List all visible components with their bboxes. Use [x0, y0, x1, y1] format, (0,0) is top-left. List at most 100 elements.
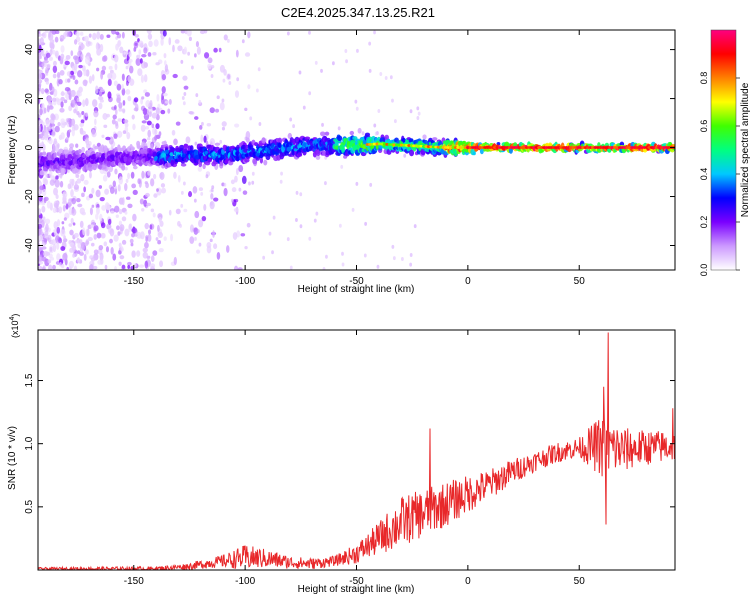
spectrogram-cell [145, 182, 149, 189]
spectrogram-cell [133, 107, 139, 112]
spectrogram-cell [232, 232, 238, 240]
spectrogram-cell [189, 145, 194, 152]
snr-x-label: Height of straight line (km) [298, 584, 415, 595]
colorbar-gradient [711, 30, 736, 270]
spectrogram-cell [44, 30, 49, 34]
spectrogram-cell [127, 203, 133, 209]
spectrogram-cell [64, 91, 68, 99]
spectrogram-cell [154, 134, 158, 141]
spectrogram-cell [76, 250, 81, 254]
spectrogram-cell [83, 179, 89, 185]
spectrogram-cell [119, 224, 125, 232]
spectrogram-cell [38, 127, 41, 134]
spectrogram-cell [409, 149, 415, 157]
spectrogram-cell [81, 111, 85, 116]
spectrogram-cell [168, 98, 172, 105]
spectrogram-cell [74, 79, 79, 85]
spectrogram-cell [131, 250, 136, 258]
spectrogram-cell [363, 253, 367, 258]
spectrogram-cell [262, 255, 266, 260]
spectrogram-cell [130, 242, 134, 247]
spectrogram-cell [67, 198, 72, 204]
spectrogram-cell [128, 223, 133, 231]
spectrogram-cell [145, 100, 151, 108]
spectrogram-cell [114, 205, 120, 213]
spectrogram-cell [105, 246, 110, 253]
spectrogram-cell [137, 178, 141, 185]
spectrogram-cell [219, 139, 223, 144]
spectrogram-cell [164, 60, 167, 66]
spectrogram-cell [162, 92, 168, 97]
spectrogram-cell [147, 170, 151, 176]
spectrogram-cell [139, 198, 144, 205]
spectrogram-cell [124, 228, 130, 237]
spectrogram-cell [104, 146, 108, 153]
spectrogram-cell [85, 137, 90, 146]
spectrogram-cell [114, 63, 118, 71]
spectrogram-cell [70, 99, 76, 104]
spectrogram-cell [51, 175, 55, 180]
spectrogram-cell [152, 151, 158, 158]
spectrogram-cell [143, 74, 148, 83]
spectrogram-y-label: Frequency (Hz) [7, 116, 18, 185]
spectrogram-cell [49, 123, 56, 127]
spectrogram-cell [116, 94, 121, 102]
spectrogram-cell [114, 266, 117, 270]
spectrogram-cell [173, 256, 177, 266]
spectrogram-cell [155, 123, 160, 130]
spectrogram-cell [280, 171, 283, 176]
spectrogram-cell [52, 264, 56, 270]
spectrogram-cell [151, 123, 155, 129]
spectrogram-cell [213, 197, 219, 202]
spectrogram-cell [66, 31, 72, 37]
spectrogram-cell [202, 163, 206, 170]
spectrogram-cell [413, 224, 417, 229]
spectrogram-cell [121, 84, 124, 90]
spectrogram-cell [124, 211, 128, 215]
spectrogram-cell [41, 256, 47, 262]
spectrogram-cell [54, 179, 60, 188]
spectrogram-cell [64, 86, 71, 92]
spectrogram-cell [122, 100, 126, 106]
spectrogram-cell [258, 122, 262, 127]
spectrogram-cell [293, 148, 299, 152]
spectrogram-cell [223, 34, 228, 41]
spectrogram-cell [183, 46, 188, 55]
figure-title: C2E4.2025.347.13.25.R21 [281, 5, 435, 20]
spectrogram-cell [295, 190, 299, 195]
spectrogram-cell [132, 189, 138, 195]
spectrogram-cell [302, 105, 306, 110]
spectrogram-cell [127, 172, 131, 180]
spectrogram-cell [216, 252, 221, 260]
spectrogram-cell [389, 75, 393, 80]
spectrogram-cell [71, 118, 76, 126]
spectrogram-cell [361, 131, 365, 136]
spectrogram-cell [94, 145, 99, 150]
spectrogram-cell [209, 107, 215, 114]
spectrogram-cell [292, 124, 295, 129]
spectrogram-cell [241, 144, 247, 150]
spectrogram-cell [70, 217, 74, 224]
spectrogram-cell [88, 193, 94, 199]
spectrogram-cell [39, 107, 43, 116]
spectrogram-cell [384, 76, 388, 81]
spectrogram-cell [38, 147, 41, 152]
spectrogram-cell [244, 52, 251, 57]
spectrogram-cell [124, 166, 128, 171]
spectrogram-cell [63, 235, 66, 240]
spectrogram-cell [77, 149, 82, 154]
spectrogram-cell [161, 140, 167, 145]
colorbar-tick-label: 0.4 [699, 168, 709, 181]
spectrogram-cell [38, 223, 43, 229]
spectrogram-cell [182, 75, 188, 81]
spectrogram-cell [320, 68, 323, 73]
spectrogram-cell [98, 185, 103, 189]
spectrogram-cell [78, 239, 83, 244]
spectrogram-cell [212, 230, 215, 238]
spectrogram-cell [102, 112, 108, 120]
spectrogram-cell [54, 125, 60, 133]
spectrogram-cell [341, 251, 344, 256]
spectrogram-cell [109, 186, 115, 194]
spectrogram-cell [298, 70, 302, 75]
spectrogram-cell [195, 249, 201, 254]
